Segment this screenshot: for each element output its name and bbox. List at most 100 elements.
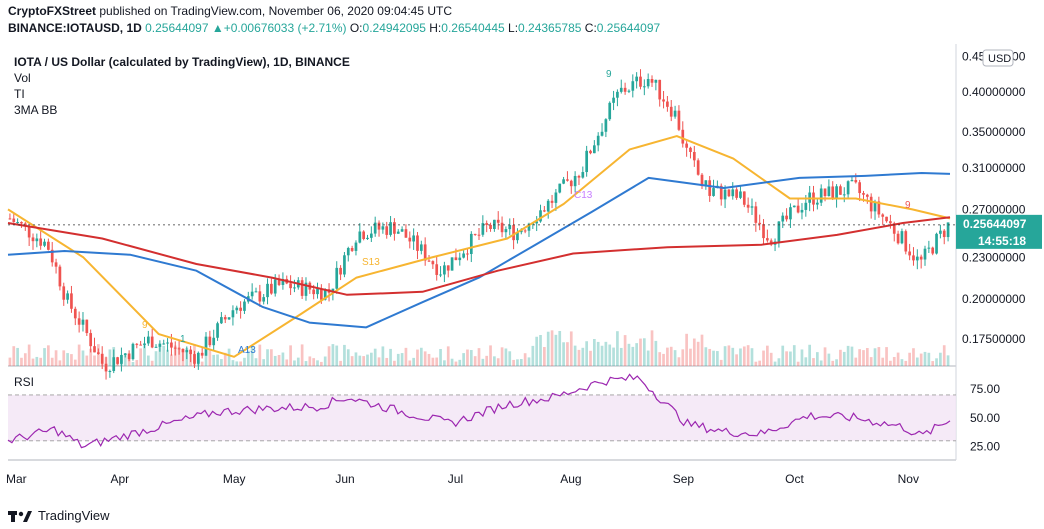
price-axis[interactable]: 0.450000000.400000000.350000000.31000000… [962,50,1026,347]
candle-body [54,262,58,267]
candle-body [89,333,93,347]
candle-body [650,79,654,83]
candle-body [577,175,581,178]
candle-body [312,289,316,295]
volume-bar [466,349,469,366]
volume-bar [331,344,335,366]
volume-bar [246,350,250,366]
candle-body [516,232,519,241]
volume-bar [373,348,377,366]
volume-bar [154,351,158,366]
candle-body [289,283,292,289]
time-tick-label: May [223,472,246,486]
candle-body [562,179,565,184]
volume-bar [554,334,558,366]
candle-body [66,293,69,300]
volume-bar [477,348,481,366]
candle-body [454,257,458,261]
volume-bar [93,355,96,366]
volume-bar [162,345,166,366]
candle-body [193,354,196,364]
volume-bar [800,349,804,366]
candle-body [223,317,227,320]
candle-body [639,76,642,87]
volume-bar [270,349,273,366]
tradingview-footer[interactable]: TradingView [8,508,110,523]
rsi-axis[interactable]: 75.00 50.00 25.00 [970,382,1000,453]
volume-bar [773,361,777,366]
candle-body [350,248,354,251]
legend-title[interactable]: IOTA / US Dollar (calculated by TradingV… [14,55,350,69]
volume-bar [389,348,392,366]
candle-body [635,76,638,82]
price-tick-label: 0.40000000 [962,85,1026,99]
volume-bar [708,348,712,366]
volume-bar [496,358,500,366]
price-tick-label: 0.17500000 [962,332,1026,346]
volume-bar [127,356,131,366]
volume-bar [862,350,865,366]
candle-body [846,181,850,195]
volume-bar [354,352,358,366]
candle-body [485,223,489,225]
candle-body [146,336,150,344]
candle-body [596,135,600,146]
volume-bar [166,349,169,366]
candle-body [623,87,627,92]
volume-bar [600,345,604,366]
time-tick-label: Apr [110,472,129,486]
candle-body [400,229,404,232]
candle-body [865,194,869,197]
volume-bar [289,345,292,366]
candle-body [235,307,239,311]
volume-bar [416,349,419,366]
volume-bar [223,352,227,366]
volume-bar [462,353,465,366]
candle-body [627,90,631,92]
volume-bar [762,350,765,366]
candle-body [685,143,688,148]
candle-body [381,226,385,230]
volume-bar [254,358,258,366]
candle-body [200,352,204,356]
candle-body [873,201,877,212]
volume-bar [62,350,66,366]
volume-bar [912,348,915,366]
candle-body [758,222,762,225]
volume-bar [412,357,415,366]
volume-bar [569,331,573,366]
candle-body [489,224,492,229]
volume-bar [500,347,504,366]
volume-bar [758,360,762,366]
candle-body [258,291,262,302]
volume-bar [900,359,904,366]
legend-ma-bb[interactable]: 3MA BB [14,103,58,117]
volume-bar [619,347,623,366]
time-tick-label: Sep [673,472,695,486]
candle-body [535,221,539,224]
volume-bar [381,346,385,366]
currency-badge[interactable] [982,49,1014,67]
volume-bar [731,347,735,366]
candle-body [58,266,62,287]
candle-body [593,145,596,154]
volume-bar [523,353,527,366]
candle-body [316,288,319,295]
volume-bar [669,346,673,366]
candle-body [585,150,589,173]
volume-bar [566,342,569,366]
volume-bar [212,354,216,366]
candle-body [631,81,635,91]
candle-body [754,206,758,223]
candle-body [766,238,769,241]
candle-body [904,231,908,252]
legend-volume[interactable]: Vol [14,71,31,85]
time-axis[interactable]: Mar Apr May Jun Jul Aug Sep Oct Nov [6,472,919,486]
legend-ti[interactable]: TI [14,87,25,101]
candle-body [543,210,546,212]
candle-body [404,229,408,238]
candle-body [385,226,389,235]
volume-bar [369,352,373,366]
volume-bar [47,345,50,366]
